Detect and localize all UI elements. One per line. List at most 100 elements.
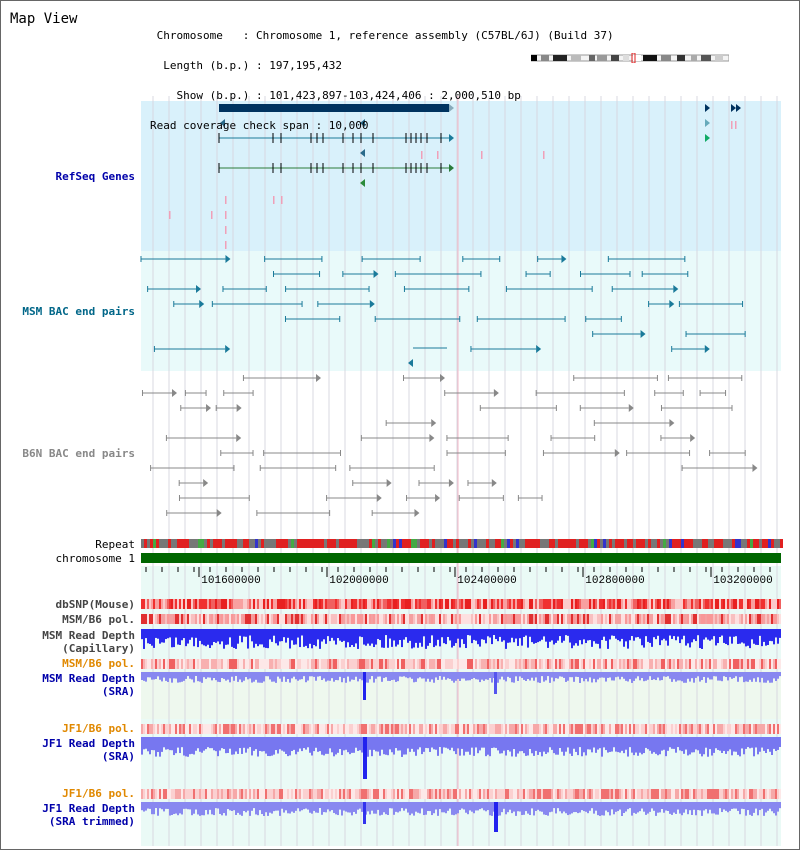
heat-cell <box>675 614 677 624</box>
depth-bar <box>541 672 543 677</box>
heat-cell <box>551 789 553 799</box>
heat-cell <box>689 724 691 734</box>
track-label-b6n-bac[interactable]: B6N BAC end pairs <box>22 447 135 460</box>
depth-bar <box>153 802 155 815</box>
heat-cell <box>439 614 441 624</box>
heat-cell <box>211 659 213 669</box>
depth-bar <box>457 672 459 679</box>
heat-cell <box>165 599 167 609</box>
depth-bar <box>679 629 681 644</box>
heat-cell <box>183 599 185 609</box>
heat-cell <box>183 659 185 669</box>
depth-bar <box>611 629 613 636</box>
repeat-mark <box>345 539 348 548</box>
depth-bar <box>299 672 301 680</box>
heat-cell <box>161 659 163 669</box>
depth-bar <box>311 802 313 814</box>
depth-bar <box>667 672 669 677</box>
track-label-msm-bac[interactable]: MSM BAC end pairs <box>22 305 135 318</box>
repeat-mark <box>603 539 606 548</box>
depth-bar <box>189 629 191 640</box>
heat-cell <box>249 614 251 624</box>
heat-cell <box>663 599 665 609</box>
heat-cell <box>261 659 263 669</box>
depth-bar <box>643 802 645 812</box>
repeat-mark <box>714 539 717 548</box>
heat-cell <box>389 724 391 734</box>
heat-cell <box>189 789 191 799</box>
msm-bac-pair <box>536 345 542 353</box>
heat-cell <box>609 724 611 734</box>
heat-cell <box>593 599 595 609</box>
depth-bar <box>551 672 553 678</box>
heat-cell <box>399 599 401 609</box>
heat-cell <box>247 789 249 799</box>
heat-cell <box>745 659 747 669</box>
heat-cell <box>645 724 647 734</box>
depth-bar <box>273 737 275 755</box>
depth-bar <box>767 802 769 811</box>
depth-bar <box>385 672 387 678</box>
depth-bar <box>689 737 691 755</box>
heat-cell <box>345 599 347 609</box>
heat-cell <box>209 724 211 734</box>
heat-cell <box>383 614 385 624</box>
heat-cell <box>375 724 377 734</box>
repeat-mark <box>555 539 558 548</box>
depth-bar <box>255 672 257 680</box>
depth-bar <box>529 802 531 816</box>
repeat-mark <box>534 539 537 548</box>
depth-bar <box>663 672 665 677</box>
heat-cell <box>383 599 385 609</box>
depth-bar <box>567 629 569 636</box>
repeat-mark <box>591 539 594 548</box>
depth-bar <box>651 802 653 809</box>
heat-cell <box>331 614 333 624</box>
depth-bar <box>425 672 427 682</box>
depth-bar <box>313 802 315 811</box>
track-label-refseq[interactable]: RefSeq Genes <box>55 170 135 183</box>
chromosome-ideogram[interactable] <box>531 53 729 63</box>
repeat-mark <box>489 539 492 548</box>
heat-cell <box>595 789 597 799</box>
repeat-mark <box>168 539 171 548</box>
heat-cell <box>295 659 297 669</box>
heat-cell <box>149 614 151 624</box>
heat-cell <box>399 614 401 624</box>
depth-bar <box>327 629 329 637</box>
heat-cell <box>277 724 279 734</box>
depth-bar <box>431 737 433 748</box>
depth-bar <box>267 737 269 757</box>
heat-cell <box>705 789 707 799</box>
depth-bar <box>287 672 289 680</box>
heat-cell <box>749 724 751 734</box>
depth-bar <box>283 802 285 813</box>
heat-cell <box>403 599 405 609</box>
coverage-span-info: Read coverage check span : 10,000 <box>150 119 369 132</box>
repeat-mark <box>165 539 168 548</box>
depth-bar <box>745 672 747 682</box>
depth-bar <box>351 737 353 753</box>
heat-cell <box>659 659 661 669</box>
depth-bar <box>475 672 477 680</box>
heat-cell <box>689 599 691 609</box>
heat-cell <box>537 724 539 734</box>
heat-cell <box>503 599 505 609</box>
depth-bar <box>311 737 313 756</box>
depth-bar <box>523 802 525 815</box>
heat-cell <box>353 789 355 799</box>
heat-cell <box>545 599 547 609</box>
heat-cell <box>669 659 671 669</box>
repeat-mark <box>564 539 567 548</box>
heat-cell <box>207 659 209 669</box>
heat-cell <box>149 659 151 669</box>
depth-bar <box>603 672 605 678</box>
heat-cell <box>461 614 463 624</box>
heat-cell <box>661 659 663 669</box>
heat-cell <box>567 599 569 609</box>
depth-bar <box>623 629 625 647</box>
heat-cell <box>333 659 335 669</box>
depth-bar <box>321 629 323 642</box>
heat-cell <box>143 724 145 734</box>
